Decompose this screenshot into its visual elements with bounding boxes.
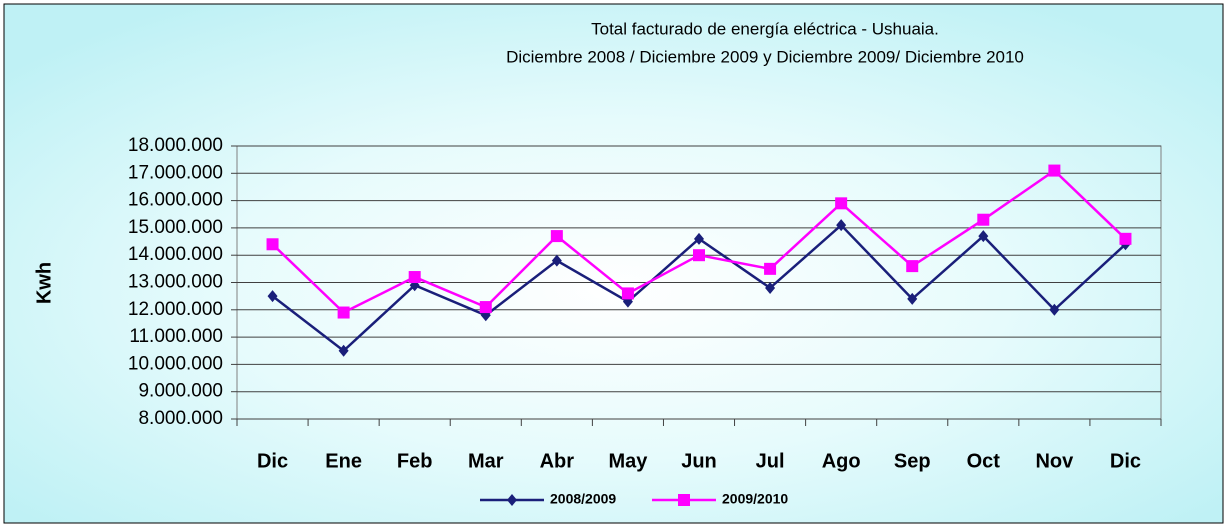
y-tick-label: 13.000.000: [128, 272, 223, 293]
data-point: [621, 287, 634, 300]
y-tick-label: 11.000.000: [129, 326, 223, 347]
x-tick-label: Jun: [681, 450, 717, 472]
data-point: [551, 254, 562, 267]
data-point: [479, 301, 492, 314]
data-point: [1048, 164, 1061, 177]
data-point: [836, 219, 847, 232]
y-tick-label: 8.000.000: [138, 408, 223, 429]
y-tick-label: 12.000.000: [128, 299, 223, 320]
y-axis-label: Kwh: [33, 262, 55, 304]
data-point: [408, 271, 421, 284]
chart-title: Total facturado de energía eléctrica - U…: [591, 19, 939, 38]
legend-label: 2009/2010: [722, 491, 788, 507]
y-tick-label: 14.000.000: [128, 244, 223, 265]
data-point: [765, 281, 776, 294]
data-point: [977, 213, 990, 226]
x-tick-label: Ene: [325, 450, 362, 472]
x-tick-label: Nov: [1035, 450, 1074, 472]
y-tick-label: 9.000.000: [138, 381, 223, 402]
y-tick-label: 16.000.000: [128, 190, 223, 211]
x-tick-label: May: [608, 450, 648, 472]
data-point: [337, 306, 350, 319]
x-tick-label: Oct: [967, 450, 1001, 472]
x-tick-label: Abr: [540, 450, 575, 472]
x-tick-label: Dic: [257, 450, 288, 472]
x-tick-label: Ago: [822, 450, 861, 472]
y-tick-label: 17.000.000: [128, 162, 223, 183]
data-point: [978, 230, 989, 243]
y-tick-label: 10.000.000: [128, 353, 223, 374]
data-point: [694, 232, 704, 245]
data-point: [835, 197, 848, 210]
x-tick-label: Dic: [1110, 450, 1141, 472]
data-point: [338, 344, 349, 357]
y-tick-label: 15.000.000: [128, 217, 223, 238]
y-tick-label: 18.000.000: [128, 135, 223, 156]
data-point: [267, 290, 278, 303]
data-point: [1119, 232, 1132, 245]
data-point: [1049, 303, 1060, 316]
chart-frame: [3, 3, 1224, 524]
x-tick-label: Mar: [468, 450, 504, 472]
x-tick-label: Jul: [756, 450, 785, 472]
x-tick-label: Sep: [894, 450, 931, 472]
chart-subtitle: Diciembre 2008 / Diciembre 2009 y Diciem…: [506, 47, 1024, 66]
data-point: [906, 260, 919, 273]
x-tick-label: Feb: [397, 450, 433, 472]
legend-label: 2008/2009: [550, 491, 616, 507]
data-point: [693, 249, 705, 262]
data-point: [266, 238, 279, 251]
data-point: [550, 230, 563, 243]
legend-marker: [507, 494, 517, 506]
legend-marker: [678, 494, 690, 506]
data-point: [764, 262, 777, 275]
data-point: [907, 292, 918, 305]
